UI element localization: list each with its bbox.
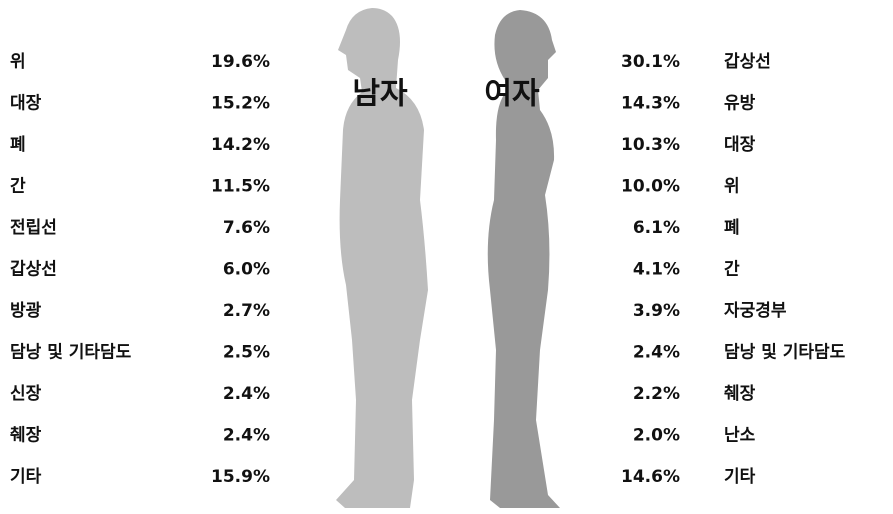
men-site: 췌장 <box>10 426 42 446</box>
men-percent: 6.0% <box>223 260 270 280</box>
men-site: 폐 <box>10 135 26 155</box>
men-percent: 7.6% <box>223 218 270 238</box>
men-site: 대장 <box>10 94 42 114</box>
men-site: 신장 <box>10 384 42 404</box>
women-percent: 10.0% <box>621 177 680 197</box>
men-site: 위 <box>10 52 26 72</box>
men-percent: 2.7% <box>223 301 270 321</box>
women-site: 대장 <box>724 135 756 155</box>
men-percent: 2.4% <box>223 426 270 446</box>
women-site: 폐 <box>724 218 740 238</box>
women-percent: 10.3% <box>621 135 680 155</box>
women-site: 위 <box>724 177 740 197</box>
women-site: 유방 <box>724 94 756 114</box>
women-percent: 6.1% <box>633 218 680 238</box>
male-silhouette <box>336 8 428 508</box>
men-percent: 2.5% <box>223 343 270 363</box>
women-site: 기타 <box>724 467 756 487</box>
men-site: 전립선 <box>10 218 57 238</box>
men-percent: 15.2% <box>211 94 270 114</box>
female-silhouette <box>487 10 560 508</box>
women-percent: 2.2% <box>633 384 680 404</box>
women-title: 여자 <box>484 77 540 112</box>
women-site: 난소 <box>724 426 756 446</box>
men-site: 간 <box>10 177 26 197</box>
men-percent: 15.9% <box>211 467 270 487</box>
men-percent: 2.4% <box>223 384 270 404</box>
men-site: 기타 <box>10 467 42 487</box>
women-site: 췌장 <box>724 384 756 404</box>
men-site: 방광 <box>10 301 42 321</box>
women-percent: 2.4% <box>633 343 680 363</box>
women-site: 간 <box>724 260 740 280</box>
men-site: 담낭 및 기타담도 <box>10 343 132 363</box>
men-percent: 14.2% <box>211 135 270 155</box>
men-percent: 11.5% <box>211 177 270 197</box>
women-site: 자궁경부 <box>724 301 787 321</box>
women-percent: 14.3% <box>621 94 680 114</box>
men-percent: 19.6% <box>211 52 270 72</box>
women-site: 갑상선 <box>724 52 771 72</box>
women-site: 담낭 및 기타담도 <box>724 343 846 363</box>
women-percent: 14.6% <box>621 467 680 487</box>
men-title: 남자 <box>352 77 408 112</box>
women-percent: 3.9% <box>633 301 680 321</box>
men-site: 갑상선 <box>10 260 57 280</box>
women-percent: 30.1% <box>621 52 680 72</box>
women-percent: 2.0% <box>633 426 680 446</box>
women-percent: 4.1% <box>633 260 680 280</box>
